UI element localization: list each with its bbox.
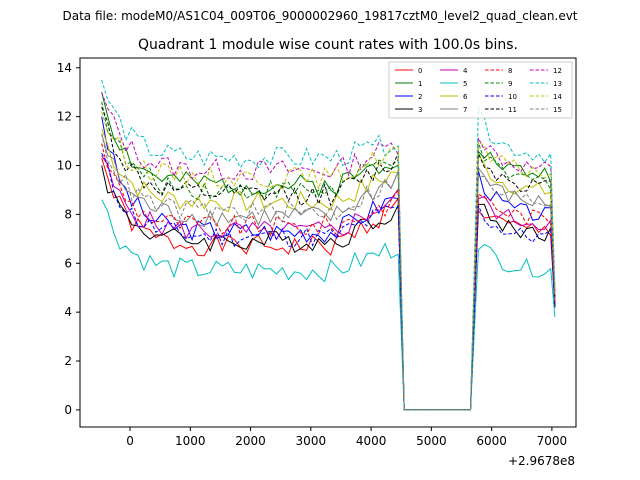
series-line-4 xyxy=(101,155,556,411)
series-line-11 xyxy=(101,106,556,411)
y-axis: 0 2 4 6 8 10 12 14 xyxy=(57,61,80,417)
legend-label-10: 10 xyxy=(508,93,517,101)
legend-label-7: 7 xyxy=(463,106,467,114)
legend-label-0: 0 xyxy=(418,67,422,75)
x-tick-label: 3000 xyxy=(296,434,327,448)
x-tick-label: 0 xyxy=(126,434,134,448)
legend-label-3: 3 xyxy=(418,106,422,114)
x-tick-label: 7000 xyxy=(537,434,568,448)
x-axis: 0 1000 2000 3000 4000 5000 6000 7000 xyxy=(126,427,567,448)
y-tick-label: 8 xyxy=(64,207,72,221)
series-line-6 xyxy=(101,128,556,411)
legend-label-5: 5 xyxy=(463,80,467,88)
series-line-12 xyxy=(101,92,556,411)
series-line-5 xyxy=(101,199,556,411)
y-tick-label: 12 xyxy=(57,110,72,124)
legend-box xyxy=(388,61,573,119)
x-tick-label: 5000 xyxy=(416,434,447,448)
legend-label-6: 6 xyxy=(463,93,468,101)
x-offset-label: +2.9678e8 xyxy=(508,454,575,468)
y-tick-label: 2 xyxy=(64,354,72,368)
legend-label-13: 13 xyxy=(553,80,562,88)
x-tick-label: 4000 xyxy=(356,434,387,448)
series-line-2 xyxy=(101,116,556,411)
series-line-0 xyxy=(101,158,556,411)
legend-label-14: 14 xyxy=(553,93,562,101)
series-line-15 xyxy=(101,133,556,411)
series-line-8 xyxy=(101,143,556,411)
x-tick-label: 1000 xyxy=(175,434,206,448)
series-line-10 xyxy=(101,153,556,411)
y-tick-label: 10 xyxy=(57,159,72,173)
series-line-7 xyxy=(101,133,556,411)
series-line-3 xyxy=(101,165,556,411)
x-tick-label: 6000 xyxy=(476,434,507,448)
series-line-1 xyxy=(101,92,556,411)
legend-label-2: 2 xyxy=(418,93,422,101)
legend-label-8: 8 xyxy=(508,67,512,75)
legend-label-15: 15 xyxy=(553,106,562,114)
x-tick-label: 2000 xyxy=(235,434,266,448)
legend-label-9: 9 xyxy=(508,80,512,88)
chart-title: Quadrant 1 module wise count rates with … xyxy=(138,37,518,53)
legend-label-4: 4 xyxy=(463,67,468,75)
y-tick-label: 6 xyxy=(64,256,72,270)
y-tick-label: 14 xyxy=(57,61,72,75)
series-line-9 xyxy=(101,101,556,411)
y-tick-label: 4 xyxy=(64,305,72,319)
y-tick-label: 0 xyxy=(64,403,72,417)
legend-label-12: 12 xyxy=(553,67,562,75)
series-line-14 xyxy=(101,111,556,411)
series-line-13 xyxy=(101,79,556,411)
plot-frame xyxy=(79,57,577,428)
legend-label-11: 11 xyxy=(508,106,517,114)
plot-lines xyxy=(101,79,556,411)
figure-suptitle: Data file: modeM0/AS1C04_009T06_90000029… xyxy=(62,9,577,23)
legend-label-1: 1 xyxy=(418,80,422,88)
